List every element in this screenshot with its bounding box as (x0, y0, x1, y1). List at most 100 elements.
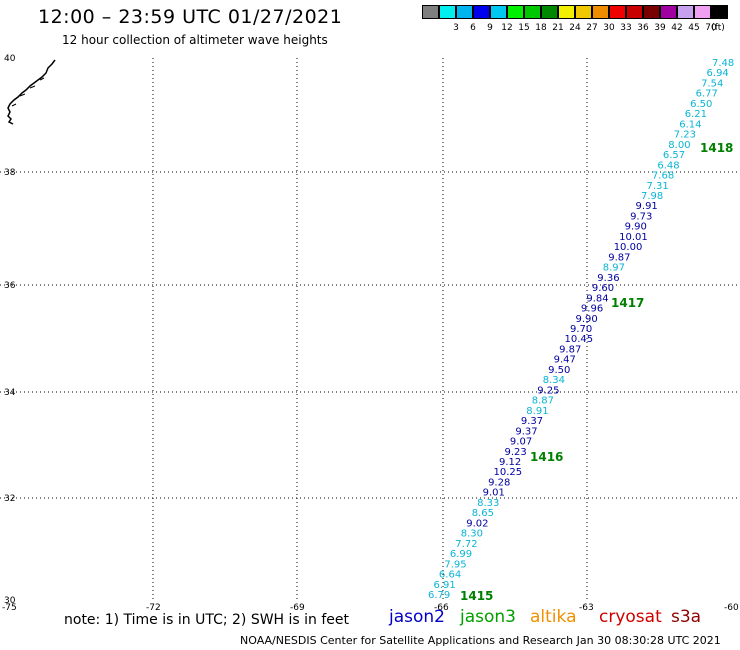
wave-height-label: 7.54 (701, 78, 723, 89)
legend-label: 39 (654, 23, 666, 33)
wave-height-label: 7.72 (455, 539, 477, 550)
wave-height-label: 7.31 (646, 181, 668, 192)
wave-height-label: 9.23 (504, 447, 526, 458)
wave-height-label: 9.90 (575, 314, 597, 325)
wave-height-label: 6.48 (657, 160, 679, 171)
wave-height-label: 9.12 (499, 457, 521, 468)
legend-label: 42 (671, 23, 683, 33)
legend-swatch (711, 5, 728, 19)
legend-label: 27 (586, 23, 598, 33)
legend-label: 21 (552, 23, 564, 33)
lon-label: -75 (2, 603, 17, 613)
legend-swatch (422, 5, 439, 19)
legend-label: 18 (535, 23, 547, 33)
legend-swatch (575, 5, 592, 19)
wave-height-label: 6.50 (690, 99, 712, 110)
legend-swatch (490, 5, 507, 19)
wave-height-label: 6.99 (450, 549, 472, 560)
lon-label: -69 (290, 603, 305, 613)
wave-height-label: 9.47 (554, 355, 576, 366)
legend-swatch (439, 5, 456, 19)
wave-height-label: 6.21 (685, 109, 707, 120)
wave-height-label: 7.68 (652, 171, 674, 182)
legend-swatch (694, 5, 711, 19)
legend-swatch (541, 5, 558, 19)
wave-height-label: 9.87 (559, 344, 581, 355)
wave-height-label: 9.50 (548, 365, 570, 376)
pass-time-label: 1415 (460, 589, 493, 603)
wave-height-label: 7.98 (641, 191, 663, 202)
wave-height-label: 10.25 (494, 467, 523, 478)
wave-height-label: 10.45 (565, 334, 594, 345)
credit-line: NOAA/NESDIS Center for Satellite Applica… (240, 634, 721, 647)
legend-label: 70 (705, 23, 717, 33)
wave-height-label: 9.60 (592, 283, 614, 294)
altimeter-track: 7.486.947.546.776.506.216.147.238.006.57… (428, 58, 734, 601)
wave-height-label: 9.07 (510, 437, 532, 448)
legend-swatch (524, 5, 541, 19)
wave-height-label: 6.94 (707, 68, 729, 79)
wave-height-label: 6.77 (696, 89, 718, 100)
lat-label: 32 (4, 494, 15, 504)
coastline (7, 59, 56, 125)
wave-height-label: 8.00 (668, 140, 690, 151)
legend-unit: (ft) (711, 23, 725, 33)
wave-height-label: 9.70 (570, 324, 592, 335)
wave-height-label: 9.90 (625, 222, 647, 233)
coastline-detail (11, 77, 45, 107)
satellite-label: altika (530, 607, 577, 627)
wave-height-label: 9.84 (586, 293, 608, 304)
satellite-label: s3a (671, 607, 702, 627)
legend-label: 45 (688, 23, 700, 33)
lat-label: 38 (4, 168, 16, 178)
wave-height-label: 6.91 (433, 580, 455, 591)
wave-height-label: 8.65 (472, 508, 494, 519)
axis-labels: 40 38 36 34 32 30-75 -72 -69 -66 -63 -60 (2, 54, 739, 613)
lat-label: 34 (4, 388, 16, 398)
lon-label: -72 (146, 603, 161, 613)
wave-height-label: 7.95 (444, 559, 466, 570)
pass-time-label: 1418 (700, 141, 733, 155)
wave-height-label: 7.23 (674, 130, 696, 141)
legend-swatch (558, 5, 575, 19)
lon-label: -66 (434, 603, 449, 613)
map-subtitle: 12 hour collection of altimeter wave hei… (62, 33, 328, 47)
wave-height-label: 8.34 (543, 375, 565, 386)
legend-label: 9 (487, 23, 493, 33)
wave-height-label: 9.02 (466, 518, 488, 529)
legend-swatch (473, 5, 490, 19)
map-title: 12:00 – 23:59 UTC 01/27/2021 (38, 6, 343, 28)
lon-label: -63 (579, 603, 594, 613)
legend-swatch (592, 5, 609, 19)
wave-height-label: 6.57 (663, 150, 685, 161)
legend-swatch (626, 5, 643, 19)
footer-note: note: 1) Time is in UTC; 2) SWH is in fe… (64, 612, 350, 628)
wave-height-label: 9.01 (483, 488, 505, 499)
satellite-label: jason3 (460, 607, 516, 627)
legend-label: 24 (569, 23, 581, 33)
legend-swatch (507, 5, 524, 19)
wave-height-label: 8.97 (603, 263, 625, 274)
satellite-label: jason2 (389, 607, 445, 627)
wave-height-label: 9.73 (630, 211, 652, 222)
legend-swatch (660, 5, 677, 19)
pass-time-labels: 1418 1417 1416 1415 (460, 141, 733, 603)
wave-height-label: 9.87 (608, 252, 630, 263)
legend-swatch (677, 5, 694, 19)
wave-height-label: 9.96 (581, 304, 603, 315)
wave-height-label: 6.14 (679, 119, 701, 130)
satellite-label: cryosat (599, 607, 662, 627)
wave-height-label: 10.00 (614, 242, 643, 253)
wave-height-label: 8.87 (532, 396, 554, 407)
wave-height-label: 9.25 (537, 385, 559, 396)
wave-height-label: 8.33 (477, 498, 499, 509)
wave-height-label: 9.36 (597, 273, 619, 284)
lat-label: 30 (4, 596, 16, 606)
legend-label: 3 (453, 23, 459, 33)
legend-label: 12 (501, 23, 513, 33)
legend-label: 30 (603, 23, 615, 33)
wave-height-label: 10.01 (619, 232, 648, 243)
wave-height-label: 6.64 (439, 570, 461, 581)
pass-time-label: 1416 (530, 450, 563, 464)
